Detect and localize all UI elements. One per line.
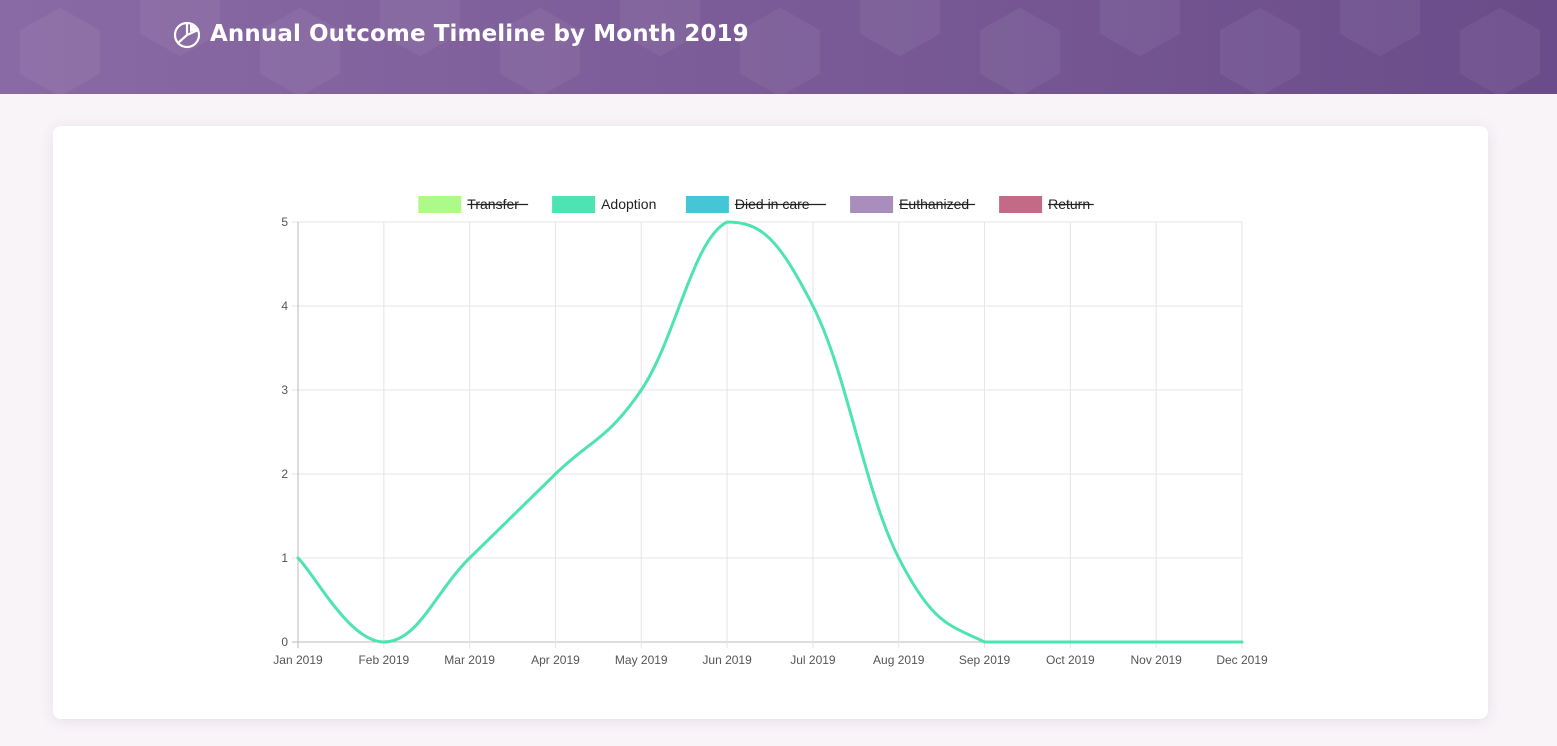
data-point[interactable] (1154, 640, 1158, 644)
x-tick-label: Nov 2019 (1130, 653, 1182, 667)
y-tick-label: 1 (281, 551, 288, 565)
data-point[interactable] (811, 304, 815, 308)
chart-axes: 0 1 2 3 4 5 Jan 2019 Feb 2019 Mar 2019 Apr 2019 Ma… (273, 215, 1268, 667)
pie-chart-icon (172, 19, 202, 49)
y-tick-label: 2 (281, 467, 288, 481)
legend-item-adoption[interactable]: Adoption (552, 196, 656, 213)
data-point[interactable] (468, 556, 472, 560)
y-tick-label: 4 (281, 299, 288, 313)
x-tick-label: Jan 2019 (273, 653, 323, 667)
data-point[interactable] (1240, 640, 1244, 644)
legend-swatch[interactable] (685, 196, 729, 213)
x-tick-label: Apr 2019 (531, 653, 580, 667)
x-tick-label: Jun 2019 (702, 653, 752, 667)
legend-swatch[interactable] (999, 196, 1043, 213)
header-title-text: Annual Outcome Timeline by Month 2019 (210, 21, 749, 47)
data-point[interactable] (1068, 640, 1072, 644)
legend-item-euthanized[interactable]: Euthanized (850, 196, 976, 213)
chart-card (53, 126, 1488, 719)
page-header: Annual Outcome Timeline by Month 2019 (0, 0, 1557, 94)
data-point[interactable] (725, 220, 729, 224)
x-tick-label: Aug 2019 (873, 653, 925, 667)
legend-item-died-in-care[interactable]: Died in care (685, 196, 827, 213)
data-point[interactable] (897, 556, 901, 560)
data-point[interactable] (553, 472, 557, 476)
page-title: Annual Outcome Timeline by Month 2019 (172, 17, 749, 51)
x-tick-label: Dec 2019 (1216, 653, 1268, 667)
chart-legend[interactable]: Transfer Adoption Died in care Euthanized Re… (418, 196, 1094, 213)
data-point[interactable] (296, 556, 300, 560)
x-tick-label: Sep 2019 (959, 653, 1011, 667)
x-tick-label: Jul 2019 (790, 653, 836, 667)
x-tick-label: Oct 2019 (1046, 653, 1095, 667)
data-point[interactable] (639, 388, 643, 392)
series-line-adoption (296, 220, 1242, 644)
x-tick-label: Feb 2019 (358, 653, 409, 667)
y-tick-label: 0 (281, 635, 288, 649)
y-tick-label: 3 (281, 383, 288, 397)
legend-swatch[interactable] (418, 196, 462, 213)
data-point[interactable] (382, 640, 386, 644)
x-tick-label: Mar 2019 (444, 653, 495, 667)
header-hex-pattern (20, 0, 1540, 94)
legend-swatch[interactable] (850, 196, 894, 213)
chart-grid (292, 221, 1243, 648)
legend-swatch[interactable] (552, 196, 596, 213)
y-tick-label: 5 (281, 215, 288, 229)
chart-series (296, 220, 1244, 644)
legend-label[interactable]: Adoption (601, 196, 656, 212)
x-tick-label: May 2019 (615, 653, 668, 667)
legend-item-return[interactable]: Return (999, 196, 1094, 213)
data-point[interactable] (983, 640, 987, 644)
legend-item-transfer[interactable]: Transfer (418, 196, 529, 213)
